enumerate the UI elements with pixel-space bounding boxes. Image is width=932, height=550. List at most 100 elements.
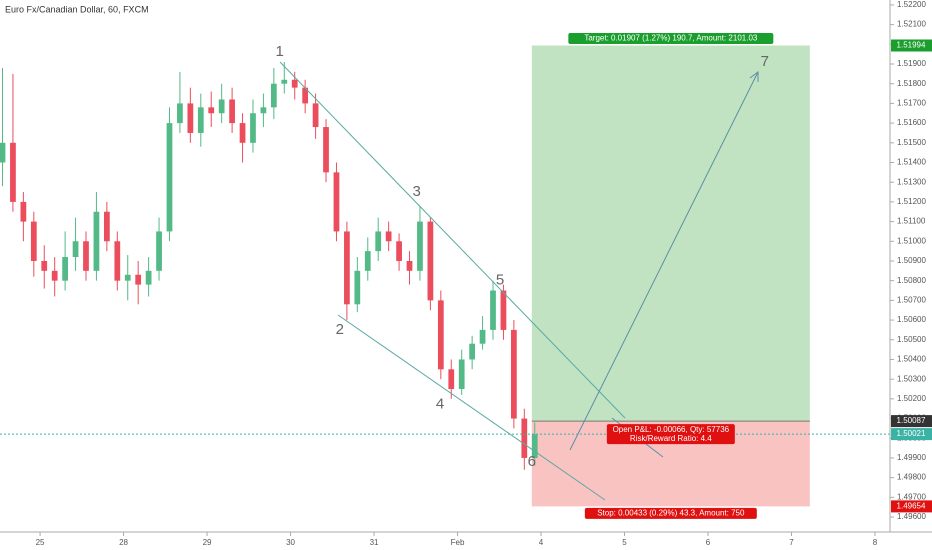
y-tick-label: 1.52100 [897, 20, 926, 29]
x-tick-label: 7 [789, 538, 794, 547]
x-tick-label: 25 [36, 538, 45, 547]
x-tick-label: 28 [119, 538, 128, 547]
y-tick-label: 1.50300 [897, 374, 926, 383]
stop-label: Stop: 0.00433 (0.29%) 43.3, Amount: 750 [597, 509, 745, 518]
y-tick-label: 1.49700 [897, 492, 926, 501]
price-tag [891, 500, 932, 513]
candle-body [333, 172, 340, 232]
x-tick-label: 8 [873, 538, 878, 547]
price-tag [891, 39, 932, 52]
candle-body [281, 79, 288, 84]
price-tag-label: 1.50021 [897, 429, 926, 438]
y-tick-label: 1.51600 [897, 118, 926, 127]
y-tick-label: 1.51000 [897, 236, 926, 245]
candle-body [291, 79, 298, 88]
candle-body [135, 274, 142, 285]
pnl-label: Open P&L: -0.00066, Qty: 57736 [613, 425, 730, 434]
candle-body [83, 241, 89, 271]
y-tick-label: 1.51200 [897, 197, 926, 206]
candle-body [448, 369, 455, 390]
x-tick-label: 6 [706, 538, 711, 547]
candle-body [479, 329, 486, 344]
candle-body [62, 257, 68, 281]
candle-body [302, 87, 309, 104]
y-tick-label: 1.49800 [897, 473, 926, 482]
candle-body [20, 201, 27, 222]
x-tick-label: Feb [451, 538, 465, 547]
candle-body [124, 274, 131, 281]
wave-label: 5 [496, 272, 504, 289]
wave-label: 6 [528, 453, 536, 470]
candle-body [312, 103, 319, 128]
y-tick-label: 1.50700 [897, 295, 926, 304]
ratio-label: Risk/Reward Ratio: 4.4 [630, 434, 712, 443]
candle-body [427, 221, 434, 301]
candle-body [250, 113, 256, 143]
candle-body [437, 300, 444, 370]
candle-body [375, 231, 382, 252]
y-tick-label: 1.51400 [897, 158, 926, 167]
candle-body [156, 231, 162, 271]
candle-body [197, 107, 204, 133]
candle-body [406, 260, 413, 271]
candle-body [385, 231, 392, 242]
stop-label-box [584, 507, 757, 519]
wave-label: 2 [336, 321, 344, 338]
y-tick-label: 1.51100 [897, 217, 926, 226]
candle-body [270, 83, 277, 108]
price-tag [891, 428, 932, 441]
candle-body [469, 343, 476, 360]
candle-body [364, 251, 371, 271]
trend-line [337, 314, 606, 501]
chart-title: Euro Fx/Canadian Dollar, 60, FXCM [5, 4, 149, 14]
price-tag [891, 415, 932, 428]
candle-body [521, 418, 528, 458]
candle-body [145, 270, 152, 285]
candle-body [41, 260, 48, 271]
y-tick-label: 1.51900 [897, 59, 926, 68]
y-tick-label: 1.51800 [897, 79, 926, 88]
y-tick-label: 1.50500 [897, 335, 926, 344]
y-tick-label: 1.49600 [897, 512, 926, 521]
arrow-head [749, 71, 759, 82]
candle-body [208, 107, 215, 114]
candle-body [10, 142, 16, 202]
candle-body [30, 221, 37, 261]
candle-body [354, 270, 361, 305]
candle-body [218, 99, 225, 114]
y-tick-label: 1.50200 [897, 394, 926, 403]
price-tag-label: 1.51994 [897, 41, 926, 50]
candle-body [177, 103, 183, 124]
y-tick-label: 1.50400 [897, 355, 926, 364]
candle-body [187, 103, 194, 133]
target-label: Target: 0.01907 (1.27%) 190.7, Amount: 2… [584, 34, 758, 43]
price-tag-label: 1.49654 [897, 502, 926, 511]
candle-body [114, 241, 121, 281]
y-tick-label: 1.51300 [897, 177, 926, 186]
candle-body [260, 107, 267, 114]
candle-body [458, 359, 465, 390]
candle-body [51, 270, 58, 281]
candles [0, 62, 538, 470]
position-tool[interactable] [531, 45, 810, 507]
profit-zone [531, 45, 810, 422]
candle-body [323, 127, 329, 173]
candle-body [93, 211, 100, 271]
x-tick-label: 29 [203, 538, 212, 547]
candle-body [417, 221, 423, 271]
candle-body [396, 241, 402, 261]
x-tick-label: 4 [539, 538, 544, 547]
candle-body [103, 211, 110, 242]
x-tick-label: 30 [286, 538, 295, 547]
candle-body [500, 290, 507, 330]
wave-label: 1 [276, 43, 284, 60]
x-tick-label: 5 [622, 538, 627, 547]
candle-body [490, 290, 496, 330]
y-tick-label: 1.50800 [897, 276, 926, 285]
price-tag-label: 1.50087 [897, 416, 926, 425]
y-tick-label: 1.49900 [897, 453, 926, 462]
candle-body [0, 142, 6, 163]
candle-body [229, 99, 235, 124]
